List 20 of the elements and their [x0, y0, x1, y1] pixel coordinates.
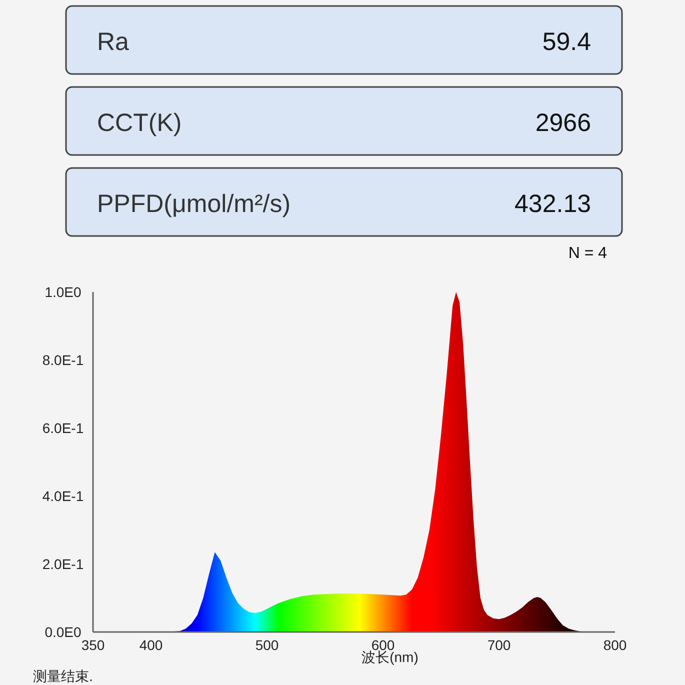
x-tick-label: 700: [487, 637, 511, 653]
x-tick-label: 400: [139, 637, 163, 653]
text: PPFD(μmol/m²/s): [97, 190, 291, 218]
x-tick-label: 350: [81, 637, 105, 653]
x-tick-label: 800: [603, 637, 627, 653]
x-tick-label: 500: [255, 637, 279, 653]
y-tick-label: 2.0E-1: [42, 556, 84, 572]
y-tick-label: 4.0E-1: [42, 488, 84, 504]
y-tick-label: 6.0E-1: [42, 420, 84, 436]
text: 2966: [535, 109, 591, 137]
y-tick-label: 1.0E0: [44, 284, 82, 300]
text: 测量结束.: [33, 668, 93, 684]
text: Ra: [97, 28, 130, 56]
text: CCT(K): [97, 109, 182, 137]
x-axis-title: 波长(nm): [362, 649, 418, 665]
y-tick-label: 8.0E-1: [42, 352, 84, 368]
text: N = 4: [568, 245, 608, 262]
y-tick-label: 0.0E0: [44, 624, 82, 640]
text: 59.4: [542, 28, 592, 56]
text: 432.13: [514, 190, 591, 218]
